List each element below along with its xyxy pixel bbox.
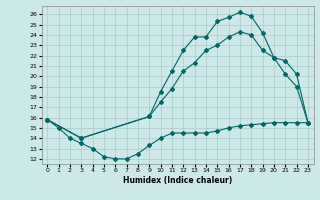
X-axis label: Humidex (Indice chaleur): Humidex (Indice chaleur) bbox=[123, 176, 232, 185]
